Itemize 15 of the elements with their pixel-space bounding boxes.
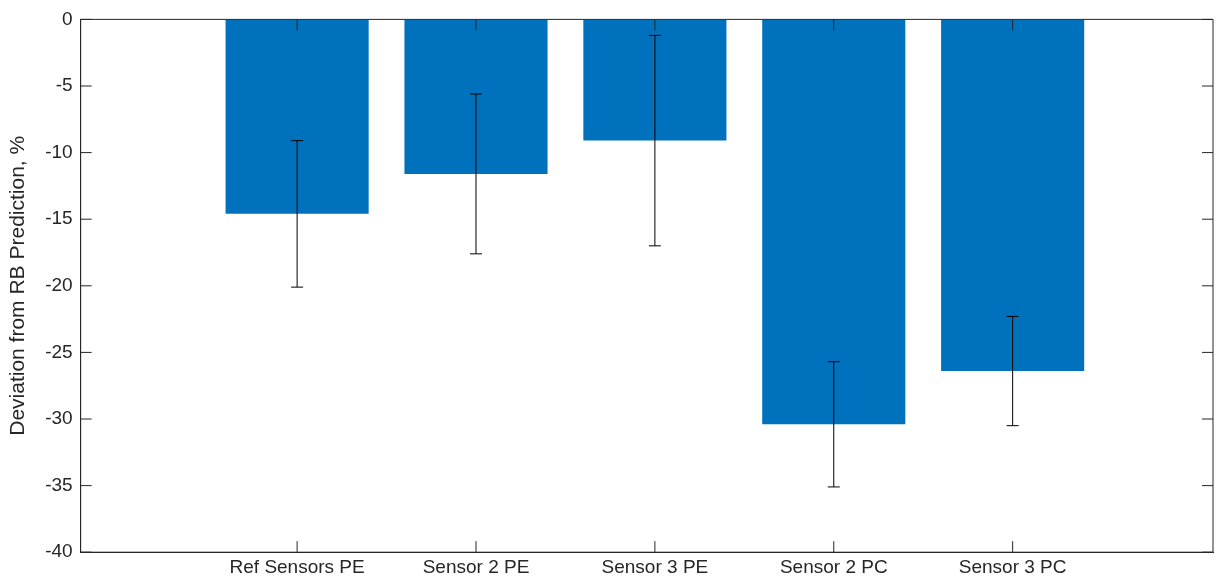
y-tick-label: -10 <box>45 140 73 162</box>
x-tick-label: Sensor 2 PE <box>422 555 530 577</box>
y-axis-title: Deviation from RB Prediction, % <box>5 135 29 436</box>
y-tick-label: -35 <box>45 473 73 495</box>
y-tick-label: -25 <box>45 340 73 362</box>
x-tick-label: Sensor 2 PC <box>779 555 888 577</box>
y-tick-label: -20 <box>45 274 73 296</box>
x-tick-label: Ref Sensors PE <box>229 555 365 577</box>
y-tick-label: 0 <box>62 7 73 29</box>
x-tick-label: Sensor 3 PE <box>601 555 709 577</box>
y-tick-label: -30 <box>45 407 73 429</box>
y-tick-label: -40 <box>45 540 73 562</box>
x-tick-label: Sensor 3 PC <box>958 555 1067 577</box>
y-tick-label: -15 <box>45 207 73 229</box>
y-tick-label: -5 <box>55 74 73 96</box>
